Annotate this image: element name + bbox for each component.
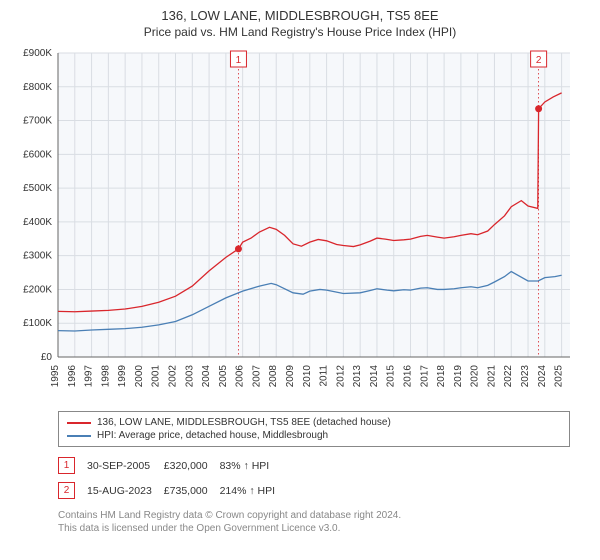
svg-text:2005: 2005 [218, 365, 229, 388]
sale-date: 15-AUG-2023 [87, 478, 164, 503]
svg-text:£100K: £100K [23, 318, 52, 329]
svg-text:2010: 2010 [302, 365, 313, 388]
svg-text:2007: 2007 [251, 365, 262, 388]
svg-text:£900K: £900K [23, 48, 52, 59]
svg-text:2012: 2012 [335, 365, 346, 388]
svg-text:2001: 2001 [151, 365, 162, 388]
svg-text:1: 1 [236, 55, 242, 66]
footer-line2: This data is licensed under the Open Gov… [58, 522, 570, 535]
svg-text:2021: 2021 [486, 365, 497, 388]
svg-text:2000: 2000 [134, 365, 145, 388]
sale-pct: 214% ↑ HPI [220, 478, 287, 503]
chart-legend: 136, LOW LANE, MIDDLESBROUGH, TS5 8EE (d… [58, 411, 570, 447]
svg-text:2018: 2018 [436, 365, 447, 388]
svg-text:2003: 2003 [184, 365, 195, 388]
svg-text:1998: 1998 [100, 365, 111, 388]
svg-text:2014: 2014 [369, 365, 380, 388]
svg-text:2017: 2017 [419, 365, 430, 388]
svg-text:£700K: £700K [23, 116, 52, 127]
svg-text:1999: 1999 [117, 365, 128, 388]
svg-text:2006: 2006 [235, 365, 246, 388]
svg-text:2011: 2011 [319, 365, 330, 387]
svg-text:2025: 2025 [554, 365, 565, 388]
sale-marker-cell: 2 [58, 478, 87, 503]
svg-text:1995: 1995 [50, 365, 61, 388]
legend-item: HPI: Average price, detached house, Midd… [67, 429, 561, 442]
sale-pct: 83% ↑ HPI [220, 453, 287, 478]
sale-row: 2 15-AUG-2023£735,000214% ↑ HPI [58, 478, 287, 503]
svg-text:£200K: £200K [23, 284, 52, 295]
svg-text:2015: 2015 [386, 365, 397, 388]
svg-text:1997: 1997 [84, 365, 95, 388]
svg-text:2013: 2013 [352, 365, 363, 388]
legend-swatch [67, 435, 91, 437]
sale-marker-box: 1 [58, 457, 75, 474]
page-subtitle: Price paid vs. HM Land Registry's House … [10, 25, 590, 39]
sale-row: 1 30-SEP-2005£320,00083% ↑ HPI [58, 453, 287, 478]
sales-table: 1 30-SEP-2005£320,00083% ↑ HPI 2 15-AUG-202… [58, 453, 287, 503]
sale-marker-box: 2 [58, 482, 75, 499]
svg-text:1996: 1996 [67, 365, 78, 388]
legend-label: 136, LOW LANE, MIDDLESBROUGH, TS5 8EE (d… [97, 417, 391, 428]
svg-text:2008: 2008 [268, 365, 279, 388]
svg-text:2023: 2023 [520, 365, 531, 388]
price-chart: £0 £100K £200K £300K £400K £500K £600K £700K £80… [10, 45, 590, 405]
footer-attribution: Contains HM Land Registry data © Crown c… [58, 509, 570, 535]
svg-text:£300K: £300K [23, 251, 52, 262]
svg-text:2002: 2002 [168, 365, 179, 388]
sale-price: £735,000 [164, 478, 220, 503]
svg-text:£800K: £800K [23, 82, 52, 93]
svg-text:£400K: £400K [23, 217, 52, 228]
svg-text:2009: 2009 [285, 365, 296, 388]
page-title: 136, LOW LANE, MIDDLESBROUGH, TS5 8EE [10, 8, 590, 23]
legend-swatch [67, 422, 91, 424]
svg-text:2004: 2004 [201, 365, 212, 388]
svg-text:£600K: £600K [23, 149, 52, 160]
svg-text:2: 2 [536, 55, 542, 66]
legend-label: HPI: Average price, detached house, Midd… [97, 430, 328, 441]
svg-text:2019: 2019 [453, 365, 464, 388]
svg-text:£500K: £500K [23, 183, 52, 194]
svg-text:2016: 2016 [403, 365, 414, 388]
sale-marker-cell: 1 [58, 453, 87, 478]
svg-text:2022: 2022 [503, 365, 514, 388]
sale-date: 30-SEP-2005 [87, 453, 164, 478]
svg-text:2020: 2020 [470, 365, 481, 388]
svg-text:£0: £0 [41, 352, 53, 363]
footer-line1: Contains HM Land Registry data © Crown c… [58, 509, 570, 522]
legend-item: 136, LOW LANE, MIDDLESBROUGH, TS5 8EE (d… [67, 416, 561, 429]
sale-price: £320,000 [164, 453, 220, 478]
svg-text:2024: 2024 [537, 365, 548, 388]
